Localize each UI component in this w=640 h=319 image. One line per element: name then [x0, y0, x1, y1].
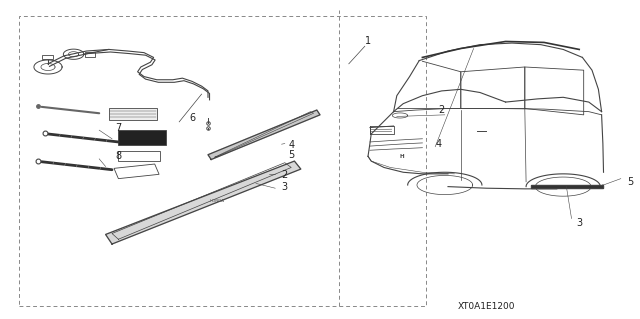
Polygon shape	[531, 185, 603, 188]
Text: 7: 7	[115, 122, 122, 133]
Text: 2: 2	[438, 105, 445, 115]
Bar	[42, 55, 53, 59]
Text: 2: 2	[282, 170, 288, 181]
Text: 4: 4	[435, 138, 442, 149]
Bar	[109, 108, 157, 120]
Text: 8: 8	[115, 151, 122, 161]
Text: XT0A1E1200: XT0A1E1200	[458, 302, 515, 311]
Text: 6: 6	[189, 113, 195, 123]
Bar	[118, 151, 160, 161]
Polygon shape	[208, 110, 320, 160]
Text: 3: 3	[282, 182, 288, 192]
Bar	[118, 130, 166, 145]
Text: 5: 5	[627, 177, 634, 187]
Bar	[19, 16, 426, 306]
Text: HONDA: HONDA	[210, 199, 225, 203]
Bar	[85, 52, 95, 57]
Text: H: H	[399, 154, 404, 159]
Text: 5: 5	[288, 150, 294, 160]
Bar	[114, 164, 159, 179]
Polygon shape	[106, 161, 301, 244]
Text: 4: 4	[288, 140, 294, 150]
Text: 3: 3	[576, 218, 582, 228]
Text: 1: 1	[365, 36, 371, 47]
